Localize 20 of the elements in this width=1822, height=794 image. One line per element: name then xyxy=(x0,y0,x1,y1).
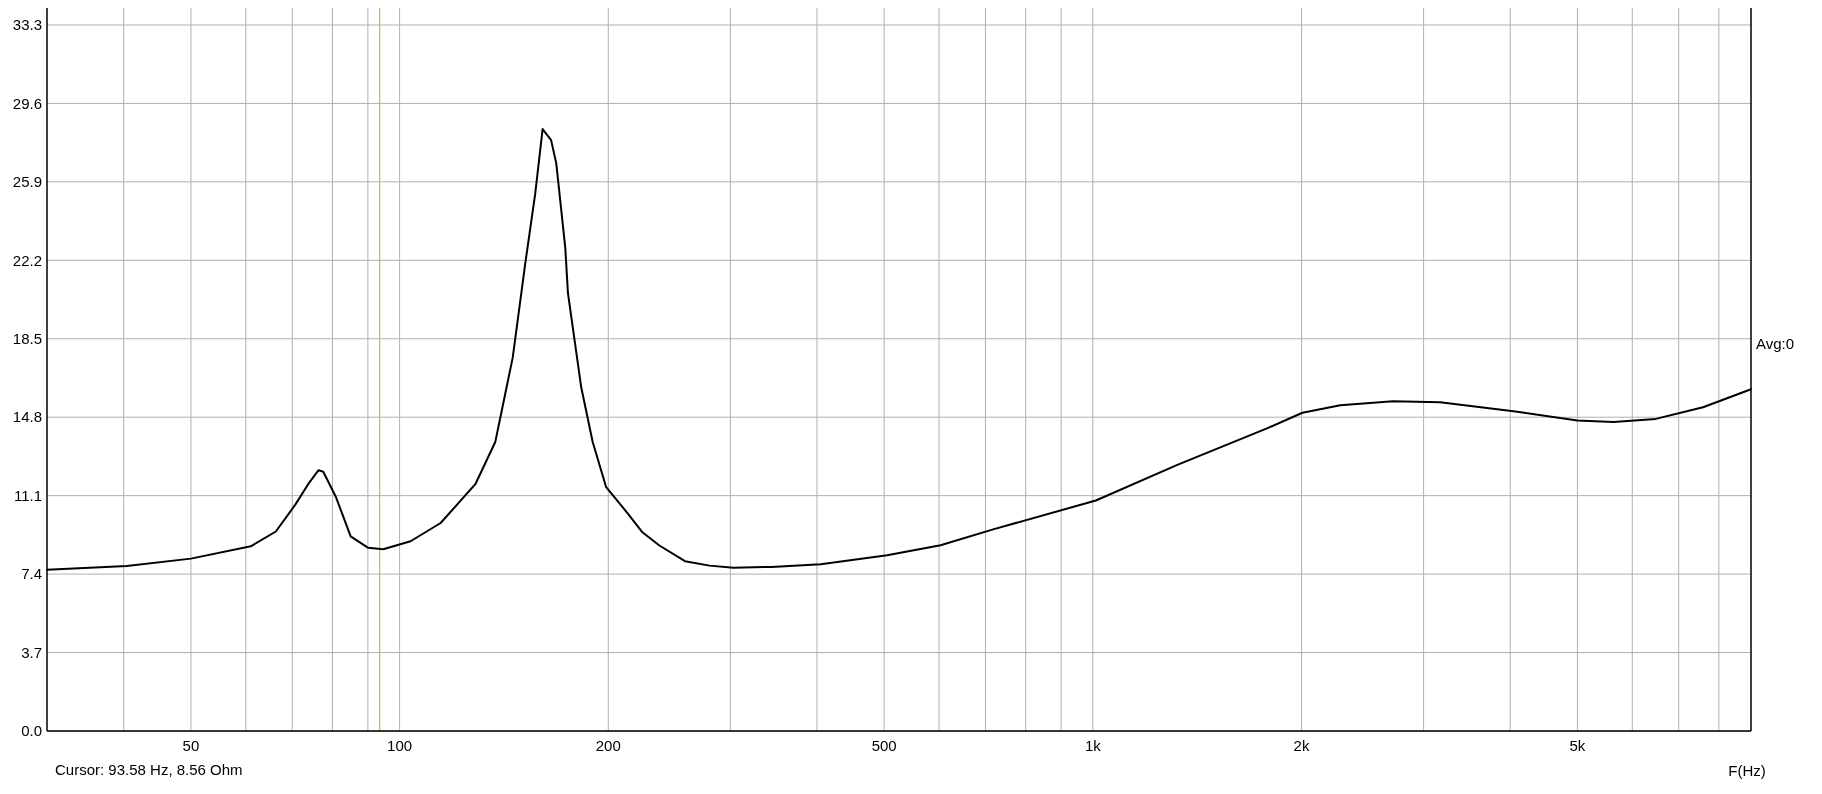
x-tick-label: 5k xyxy=(1569,737,1586,754)
y-tick-label: 33.3 xyxy=(12,16,42,34)
y-tick-label: 0.0 xyxy=(21,722,42,740)
y-tick-label: 11.1 xyxy=(13,486,42,504)
y-tick-label: 7.4 xyxy=(21,565,42,583)
x-tick-label: 100 xyxy=(387,737,413,754)
y-tick-label: 22.2 xyxy=(12,251,42,269)
x-tick-label: 1k xyxy=(1084,737,1102,754)
text: Avg:0 xyxy=(1756,334,1795,352)
x-axis-title: F(Hz) xyxy=(1728,762,1766,779)
y-tick-label: 3.7 xyxy=(21,643,42,661)
y-tick-label: 18.5 xyxy=(12,330,42,348)
x-tick-label: 50 xyxy=(182,737,200,754)
x-tick-label: 2k xyxy=(1293,737,1310,754)
text: Cursor: 93.58 Hz, 8.56 Ohm xyxy=(55,761,243,778)
x-tick-label: 200 xyxy=(595,737,621,754)
y-tick-label: 29.6 xyxy=(12,94,42,112)
y-tick-label: 25.9 xyxy=(12,173,42,191)
x-tick-label: 500 xyxy=(871,737,897,754)
y-tick-label: 14.8 xyxy=(12,408,42,426)
